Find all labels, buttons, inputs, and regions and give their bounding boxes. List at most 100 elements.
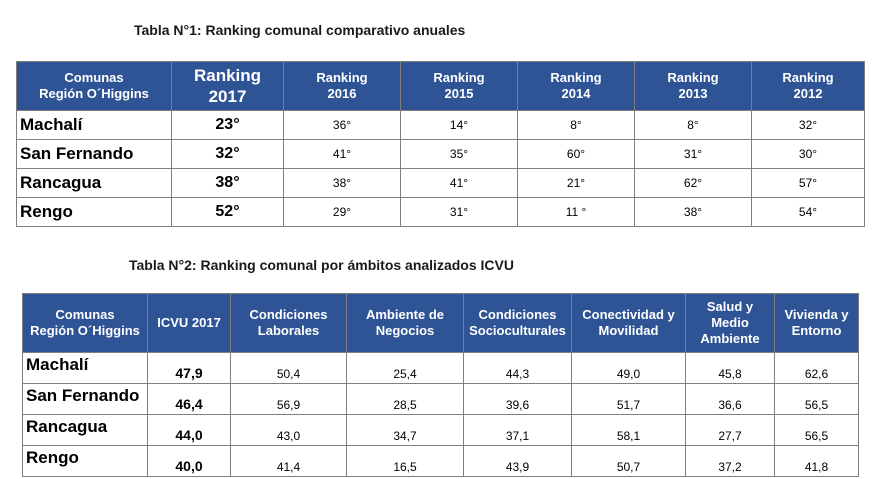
ranking-cell: 36° — [283, 110, 401, 140]
comuna-cell: Rancagua — [16, 168, 172, 198]
comuna-cell: Rengo — [16, 197, 172, 227]
column-header-conectividad-movilidad: Conectividad y Movilidad — [571, 293, 686, 353]
table-row: Machalí 47,9 50,4 25,4 44,3 49,0 45,8 62… — [22, 352, 859, 384]
header-line: Medio — [711, 314, 749, 330]
icvu-cell: 44,0 — [147, 414, 231, 446]
score-cell: 45,8 — [685, 352, 775, 384]
column-header-condiciones-laborales: Condiciones Laborales — [230, 293, 347, 353]
header-line: Comunas — [55, 306, 115, 322]
icvu-cell: 46,4 — [147, 383, 231, 415]
score-cell: 50,4 — [230, 352, 347, 384]
comuna-cell: San Fernando — [16, 139, 172, 169]
header-line: 2014 — [561, 86, 591, 101]
column-header-ranking-2014: Ranking 2014 — [517, 61, 635, 111]
score-cell: 36,6 — [685, 383, 775, 415]
ranking-cell: 60° — [517, 139, 635, 169]
icvu-scope-table: Comunas Región O´Higgins ICVU 2017 Condic… — [22, 293, 859, 477]
comuna-cell: Rancagua — [22, 414, 148, 446]
header-line: Comunas — [64, 69, 124, 85]
table2-caption: Tabla N°2: Ranking comunal por ámbitos a… — [129, 257, 514, 273]
ranking-cell: 38° — [283, 168, 401, 198]
comuna-cell: Rengo — [22, 445, 148, 477]
header-line: Conectividad y — [582, 306, 675, 322]
score-cell: 56,5 — [774, 414, 859, 446]
ranking-cell: 29° — [283, 197, 401, 227]
icvu-cell: 47,9 — [147, 352, 231, 384]
ranking-cell: 8° — [517, 110, 635, 140]
header-line: Movilidad — [598, 323, 659, 338]
score-cell: 43,0 — [230, 414, 347, 446]
header-line: Ambiente de — [365, 306, 444, 322]
header-line: Ranking — [433, 69, 485, 85]
score-cell: 44,3 — [463, 352, 572, 384]
ranking-cell: 62° — [634, 168, 752, 198]
column-header-condiciones-socioculturales: Condiciones Socioculturales — [463, 293, 572, 353]
column-header-ranking-2015: Ranking 2015 — [400, 61, 518, 111]
column-header-icvu-2017: ICVU 2017 — [147, 293, 231, 353]
header-line: Región O´Higgins — [39, 86, 149, 101]
ranking-cell: 11 ° — [517, 197, 635, 227]
ranking-cell: 38° — [171, 168, 284, 198]
table-row: Machalí 23° 36° 14° 8° 8° 32° — [16, 110, 865, 140]
header-line: Salud y — [706, 298, 754, 314]
score-cell: 39,6 — [463, 383, 572, 415]
header-line: Región O´Higgins — [30, 323, 140, 338]
header-line: Condiciones — [249, 306, 328, 322]
score-cell: 34,7 — [346, 414, 464, 446]
header-line: 2017 — [208, 87, 247, 106]
ranking-cell: 31° — [634, 139, 752, 169]
table-row: San Fernando 46,4 56,9 28,5 39,6 51,7 36… — [22, 383, 859, 415]
column-header-comunas: Comunas Región O´Higgins — [16, 61, 172, 111]
header-line: 2012 — [793, 86, 823, 101]
table-row: Rengo 52° 29° 31° 11 ° 38° 54° — [16, 197, 865, 227]
table1-caption: Tabla N°1: Ranking comunal comparativo a… — [134, 22, 466, 38]
column-header-ranking-2016: Ranking 2016 — [283, 61, 401, 111]
score-cell: 49,0 — [571, 352, 686, 384]
ranking-cell: 52° — [171, 197, 284, 227]
icvu-cell: 40,0 — [147, 445, 231, 477]
header-line: Laborales — [257, 323, 320, 338]
table-row: Rengo 40,0 41,4 16,5 43,9 50,7 37,2 41,8 — [22, 445, 859, 477]
ranking-cell: 57° — [751, 168, 865, 198]
header-line: ICVU 2017 — [157, 314, 221, 330]
score-cell: 56,5 — [774, 383, 859, 415]
header-line: Vivienda y — [784, 306, 849, 322]
header-line: Ranking — [193, 65, 262, 85]
header-line: Entorno — [791, 323, 842, 338]
ranking-cell: 8° — [634, 110, 752, 140]
score-cell: 41,4 — [230, 445, 347, 477]
ranking-cell: 35° — [400, 139, 518, 169]
ranking-cell: 54° — [751, 197, 865, 227]
score-cell: 27,7 — [685, 414, 775, 446]
score-cell: 37,1 — [463, 414, 572, 446]
column-header-ranking-2012: Ranking 2012 — [751, 61, 865, 111]
header-line: Ranking — [316, 69, 368, 85]
header-line: 2015 — [444, 86, 474, 101]
column-header-salud-medio-ambiente: Salud y Medio Ambiente — [685, 293, 775, 353]
score-cell: 62,6 — [774, 352, 859, 384]
score-cell: 43,9 — [463, 445, 572, 477]
score-cell: 51,7 — [571, 383, 686, 415]
ranking-cell: 38° — [634, 197, 752, 227]
ranking-cell: 41° — [400, 168, 518, 198]
score-cell: 16,5 — [346, 445, 464, 477]
table-row: San Fernando 32° 41° 35° 60° 31° 30° — [16, 139, 865, 169]
table-header-row: Comunas Región O´Higgins ICVU 2017 Condic… — [22, 293, 859, 353]
ranking-annual-table: Comunas Región O´Higgins Ranking 2017 Rank… — [16, 61, 865, 227]
ranking-cell: 14° — [400, 110, 518, 140]
table-row: Rancagua 38° 38° 41° 21° 62° 57° — [16, 168, 865, 198]
column-header-ambiente-negocios: Ambiente de Negocios — [346, 293, 464, 353]
column-header-ranking-2017: Ranking 2017 — [171, 61, 284, 111]
score-cell: 56,9 — [230, 383, 347, 415]
score-cell: 50,7 — [571, 445, 686, 477]
ranking-cell: 23° — [171, 110, 284, 140]
score-cell: 28,5 — [346, 383, 464, 415]
comuna-cell: Machalí — [16, 110, 172, 140]
header-line: Negocios — [375, 323, 435, 338]
header-line: Ambiente — [700, 331, 760, 347]
header-line: Ranking — [550, 69, 602, 85]
header-line: Ranking — [782, 69, 834, 85]
ranking-cell: 32° — [751, 110, 865, 140]
ranking-cell: 21° — [517, 168, 635, 198]
ranking-cell: 31° — [400, 197, 518, 227]
